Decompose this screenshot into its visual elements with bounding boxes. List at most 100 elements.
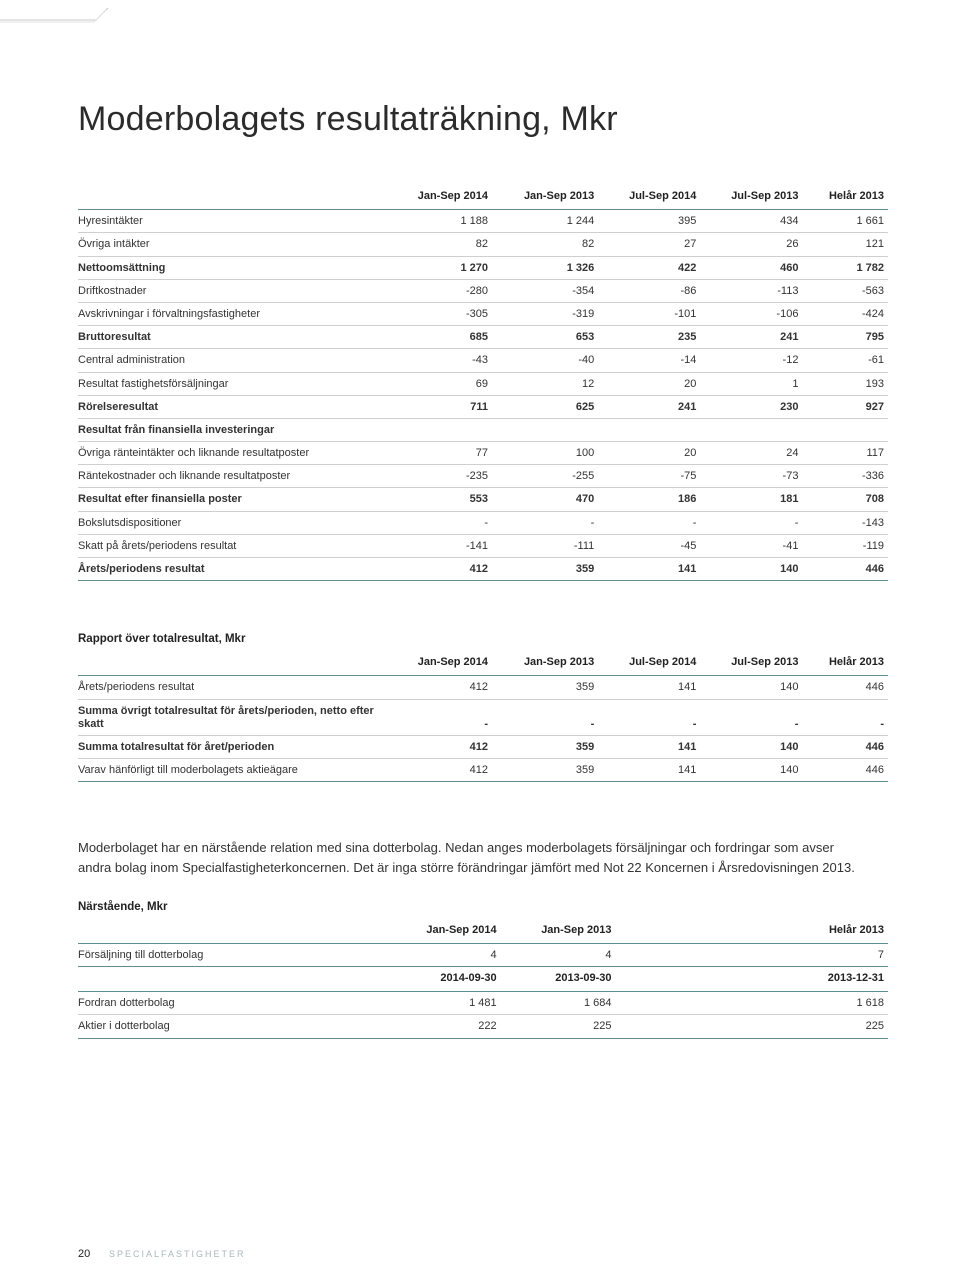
cell-value: 412 — [386, 676, 492, 699]
row-label: Övriga intäkter — [78, 233, 386, 256]
row-label: Aktier i dotterbolag — [78, 1015, 386, 1038]
cell-value: 7 — [794, 943, 888, 966]
cell-value: 141 — [598, 676, 700, 699]
cell-value: 235 — [598, 326, 700, 349]
table-row: Avskrivningar i förvaltningsfastigheter-… — [78, 302, 888, 325]
col-label — [78, 966, 386, 991]
table-row: Årets/periodens resultat412359141140446 — [78, 676, 888, 699]
cell-value: -119 — [802, 534, 888, 557]
cell-value: 446 — [802, 759, 888, 782]
row-label: Resultat från finansiella investeringar — [78, 418, 386, 441]
cell-value: 653 — [492, 326, 598, 349]
cell-value: 359 — [492, 759, 598, 782]
col-helar2013: Helår 2013 — [794, 919, 888, 944]
table-header-row: Jan-Sep 2014 Jan-Sep 2013 Jul-Sep 2014 J… — [78, 651, 888, 676]
cell-value: -101 — [598, 302, 700, 325]
table-row: Skatt på årets/periodens resultat-141-11… — [78, 534, 888, 557]
cell-value: 1 270 — [386, 256, 492, 279]
cell-value: - — [700, 511, 802, 534]
table-row: Fordran dotterbolag1 4811 6841 618 — [78, 992, 888, 1015]
cell-value: 395 — [598, 210, 700, 233]
cell-value: 412 — [386, 735, 492, 758]
row-label: Årets/periodens resultat — [78, 676, 386, 699]
cell-value: 460 — [700, 256, 802, 279]
cell-value: -73 — [700, 465, 802, 488]
cell-value: 181 — [700, 488, 802, 511]
table-header-row: Jan-Sep 2014 Jan-Sep 2013 Jul-Sep 2014 J… — [78, 185, 888, 210]
cell-value — [616, 1015, 794, 1038]
cell-value: 222 — [386, 1015, 501, 1038]
cell-value — [616, 992, 794, 1015]
cell-value: 1 188 — [386, 210, 492, 233]
cell-value: -43 — [386, 349, 492, 372]
cell-value: 446 — [802, 558, 888, 581]
cell-value — [616, 943, 794, 966]
table-row: Summa övrigt totalresultat för årets/per… — [78, 699, 888, 735]
cell-value: 27 — [598, 233, 700, 256]
row-label: Bruttoresultat — [78, 326, 386, 349]
table-row: Nettoomsättning1 2701 3264224601 782 — [78, 256, 888, 279]
cell-value: 121 — [802, 233, 888, 256]
income-statement-table: Jan-Sep 2014 Jan-Sep 2013 Jul-Sep 2014 J… — [78, 185, 888, 581]
cell-value: 1 — [700, 372, 802, 395]
cell-value: - — [700, 699, 802, 735]
row-label: Hyresintäkter — [78, 210, 386, 233]
cell-value: 140 — [700, 735, 802, 758]
col-date2: 2013-09-30 — [501, 966, 616, 991]
page-footer: 20 SPECIALFASTIGHETER — [78, 1248, 246, 1260]
cell-value: -45 — [598, 534, 700, 557]
row-label: Räntekostnader och liknande resultatpost… — [78, 465, 386, 488]
table-row: Räntekostnader och liknande resultatpost… — [78, 465, 888, 488]
cell-value: -40 — [492, 349, 598, 372]
cell-value: -354 — [492, 279, 598, 302]
row-label: Rörelseresultat — [78, 395, 386, 418]
table-row: Aktier i dotterbolag222225225 — [78, 1015, 888, 1038]
cell-value: 140 — [700, 759, 802, 782]
table-row: Driftkostnader-280-354-86-113-563 — [78, 279, 888, 302]
cell-value: 241 — [598, 395, 700, 418]
cell-value: 422 — [598, 256, 700, 279]
col-jansep2013: Jan-Sep 2013 — [501, 919, 616, 944]
row-label: Avskrivningar i förvaltningsfastigheter — [78, 302, 386, 325]
cell-value: -143 — [802, 511, 888, 534]
cell-value: - — [492, 699, 598, 735]
cell-value: 359 — [492, 735, 598, 758]
cell-value: -255 — [492, 465, 598, 488]
cell-value: - — [598, 511, 700, 534]
cell-value: 141 — [598, 558, 700, 581]
cell-value: 1 326 — [492, 256, 598, 279]
cell-value — [700, 418, 802, 441]
cell-value: - — [598, 699, 700, 735]
cell-value — [802, 418, 888, 441]
cell-value: 685 — [386, 326, 492, 349]
cell-value: 4 — [386, 943, 501, 966]
col-julsep2014: Jul-Sep 2014 — [598, 185, 700, 210]
cell-value: 69 — [386, 372, 492, 395]
table-row: Rörelseresultat711625241230927 — [78, 395, 888, 418]
cell-value: -235 — [386, 465, 492, 488]
cell-value: 225 — [501, 1015, 616, 1038]
row-label: Resultat fastighetsförsäljningar — [78, 372, 386, 395]
col-helar2013: Helår 2013 — [802, 185, 888, 210]
col-julsep2013: Jul-Sep 2013 — [700, 651, 802, 676]
cell-value: -106 — [700, 302, 802, 325]
page-content: Moderbolagets resultaträkning, Mkr Jan-S… — [0, 0, 960, 1039]
total-result-table: Jan-Sep 2014 Jan-Sep 2013 Jul-Sep 2014 J… — [78, 651, 888, 782]
cell-value: -113 — [700, 279, 802, 302]
cell-value: 4 — [501, 943, 616, 966]
cell-value: -14 — [598, 349, 700, 372]
cell-value: 1 244 — [492, 210, 598, 233]
cell-value: 1 618 — [794, 992, 888, 1015]
related-party-table: Jan-Sep 2014 Jan-Sep 2013 Helår 2013 För… — [78, 919, 888, 1039]
cell-value: 225 — [794, 1015, 888, 1038]
cell-value: 625 — [492, 395, 598, 418]
cell-value: -86 — [598, 279, 700, 302]
col-helar2013: Helår 2013 — [802, 651, 888, 676]
table-row: Övriga intäkter82822726121 — [78, 233, 888, 256]
cell-value: 711 — [386, 395, 492, 418]
cell-value: 241 — [700, 326, 802, 349]
cell-value: -563 — [802, 279, 888, 302]
page-number: 20 — [78, 1248, 90, 1260]
cell-value: -305 — [386, 302, 492, 325]
cell-value: - — [492, 511, 598, 534]
